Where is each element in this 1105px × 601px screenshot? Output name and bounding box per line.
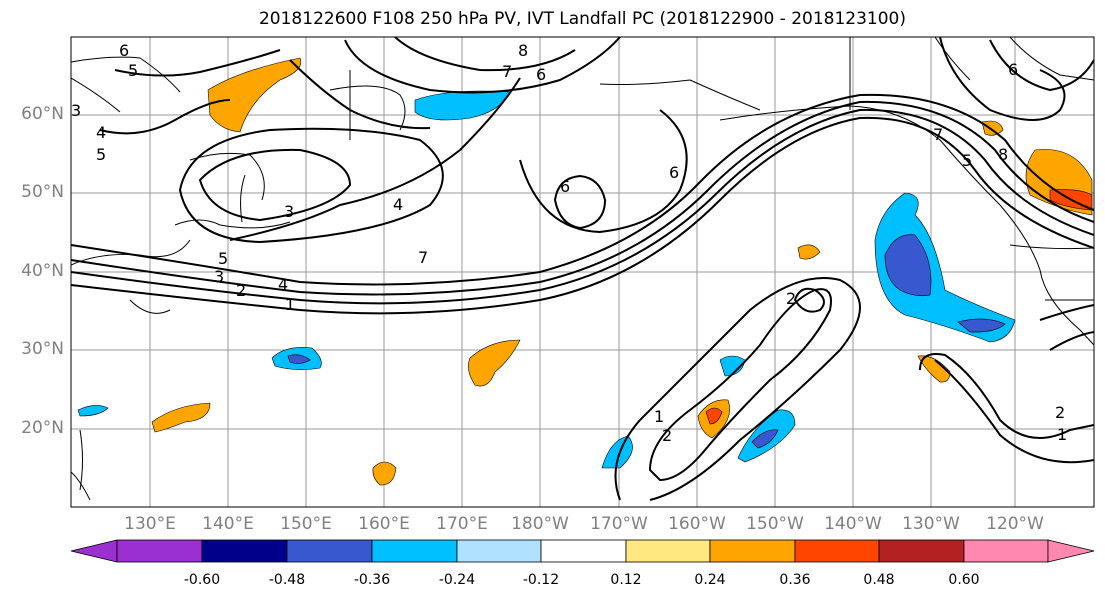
lat-label: 60°N	[21, 104, 64, 124]
lon-label: 130°W	[902, 514, 960, 534]
colorbar-bin	[625, 539, 711, 563]
contour-label: 1	[1057, 425, 1067, 444]
colorbar-tick-label: 0.36	[779, 572, 811, 588]
contour-label: 6	[1008, 60, 1018, 79]
pv-fill-positive-strong	[705, 407, 723, 425]
lat-label: 50°N	[21, 182, 64, 202]
colorbar-tick-label: -0.60	[183, 572, 221, 588]
contour-label: 2	[662, 426, 672, 445]
contour-label: 8	[998, 145, 1008, 164]
colorbar-tick-label: -0.12	[522, 572, 560, 588]
contour-label: 4	[393, 195, 403, 214]
contour-label: 7	[502, 62, 512, 81]
contour-label: 1	[285, 295, 295, 314]
lon-label: 160°W	[668, 514, 726, 534]
pv-fill-negative	[874, 192, 1016, 343]
colorbar-bin	[794, 539, 880, 563]
contour-label: 2	[786, 289, 796, 308]
pv-fill-positive	[981, 120, 1004, 136]
colorbar-tick-label: -0.48	[268, 572, 306, 588]
lon-label: 170°W	[590, 514, 648, 534]
contour-label: 6	[119, 41, 129, 60]
lon-label: 150°W	[746, 514, 804, 534]
lon-label: 130°E	[124, 514, 176, 534]
plot-title: 2018122600 F108 250 hPa PV, IVT Landfall…	[258, 9, 906, 29]
pv-fill-positive	[797, 244, 821, 260]
pv-fill-negative-strong	[751, 429, 779, 449]
colorbar-bin	[201, 539, 288, 563]
coastlines	[71, 37, 1094, 501]
contour-label: 6	[536, 65, 546, 84]
colorbar-extend-low	[70, 539, 118, 563]
pv-fill-negative	[77, 405, 109, 417]
pv-fill-negative-strong	[287, 354, 311, 364]
contour-label: 5	[128, 61, 138, 80]
pv-anomaly-fills	[77, 57, 1093, 486]
contour-label: 5	[962, 151, 972, 170]
lat-label: 40°N	[21, 261, 64, 281]
lat-label: 30°N	[21, 339, 64, 359]
lat-label: 20°N	[21, 418, 64, 438]
pv-contours	[71, 37, 1094, 501]
colorbar-bin	[286, 539, 373, 563]
pv-fill-positive	[372, 461, 397, 486]
pv-fill-positive	[917, 355, 951, 383]
contour-label: 7	[933, 125, 943, 144]
pv-fill-negative-strong	[957, 318, 1006, 333]
contour-labels: 6 5 4 5 3 8 7 6 3 4 7 5 4 3 2 1 6 6 2 1 …	[71, 41, 1067, 445]
colorbar-bin	[116, 539, 203, 563]
colorbar	[70, 539, 1095, 563]
lon-label: 120°W	[986, 514, 1044, 534]
colorbar-extend-high	[1047, 539, 1095, 563]
colorbar-bin	[878, 539, 965, 563]
pv-fill-positive	[207, 57, 302, 133]
colorbar-bin	[456, 539, 542, 563]
colorbar-tick-label: -0.24	[438, 572, 476, 588]
lon-label: 160°E	[358, 514, 410, 534]
contour-label: 8	[518, 41, 528, 60]
pv-fill-negative-strong	[884, 234, 932, 297]
colorbar-tick-label: 0.60	[948, 572, 980, 588]
lon-label: 180°W	[511, 514, 569, 534]
contour-label: 5	[218, 249, 228, 268]
contour-label: 6	[560, 177, 570, 196]
colorbar-bin	[963, 539, 1049, 563]
colorbar-bin	[371, 539, 458, 563]
lon-label: 150°E	[280, 514, 332, 534]
pv-fill-positive	[151, 402, 211, 433]
lon-label: 140°W	[824, 514, 882, 534]
contour-label: 7	[418, 248, 428, 267]
colorbar-bin	[709, 539, 796, 563]
lon-label: 140°E	[202, 514, 254, 534]
map-frame	[70, 36, 1095, 508]
contour-label: 2	[236, 281, 246, 300]
contour-label: 3	[71, 101, 81, 120]
contour-label: 4	[278, 275, 288, 294]
colorbar-bin	[540, 539, 627, 563]
contour-label: 3	[214, 267, 224, 286]
contour-label: 4	[96, 123, 106, 142]
lon-label: 170°E	[436, 514, 488, 534]
colorbar-tick-label: 0.12	[610, 572, 642, 588]
contour-label: 1	[654, 407, 664, 426]
pv-fill-positive	[468, 339, 521, 387]
contour-label: 3	[284, 202, 294, 221]
contour-label: 5	[96, 145, 106, 164]
contour-label: 2	[1055, 403, 1065, 422]
colorbar-tick-label: -0.36	[353, 572, 391, 588]
colorbar-tick-label: 0.48	[863, 572, 895, 588]
contour-label: 6	[669, 163, 679, 182]
colorbar-tick-label: 0.24	[694, 572, 726, 588]
